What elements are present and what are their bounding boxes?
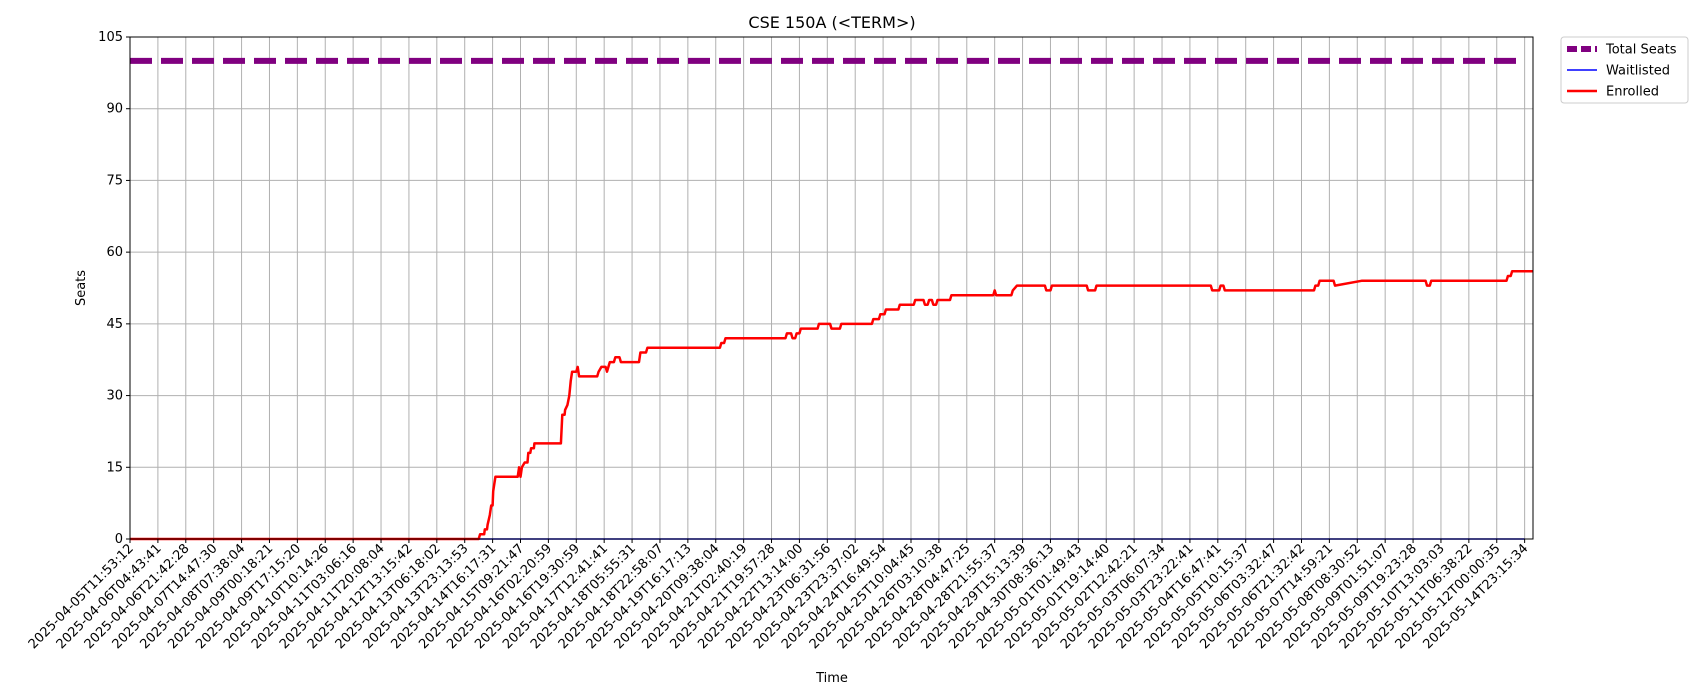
legend-label: Waitlisted: [1606, 64, 1670, 79]
y-tick-label: 60: [106, 245, 123, 260]
y-axis-ticks: 0 15 30 45 60 75 90 105: [98, 30, 130, 547]
x-axis-ticks: 2025-04-05T11:53:122025-04-06T04:43:4120…: [26, 539, 1531, 652]
legend-frame: [1560, 36, 1689, 104]
legend: Total Seats Waitlisted Enrolled: [1560, 36, 1689, 104]
legend-label: Total Seats: [1605, 43, 1677, 58]
y-tick-label: 15: [106, 460, 123, 475]
y-tick-label: 105: [98, 30, 123, 45]
y-axis-label: Seats: [74, 270, 89, 306]
plot-frame: [129, 36, 1534, 540]
y-tick-label: 90: [106, 102, 123, 117]
y-tick-label: 30: [106, 389, 123, 404]
x-axis-label: Time: [815, 671, 848, 686]
y-tick-label: 0: [115, 532, 123, 547]
legend-label: Enrolled: [1606, 85, 1659, 100]
chart-title: CSE 150A (<TERM>): [748, 13, 915, 32]
series-line-enrolled: [130, 270, 1533, 541]
y-tick-label: 75: [106, 173, 123, 188]
y-tick-label: 45: [106, 317, 123, 332]
grid-lines: [129, 36, 1533, 540]
